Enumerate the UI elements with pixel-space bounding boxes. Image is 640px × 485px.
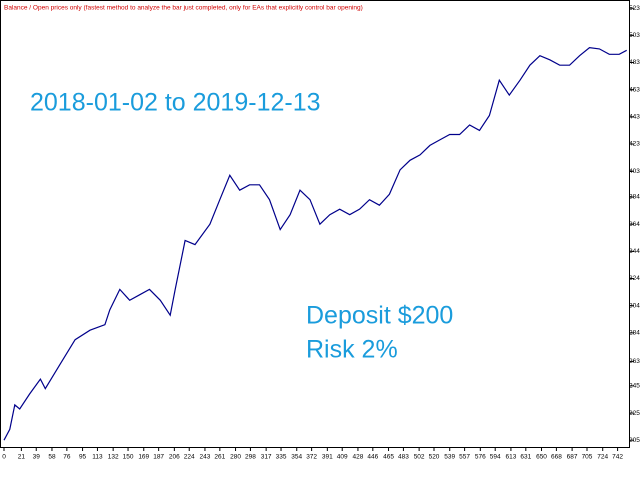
x-tick-label: 668 xyxy=(551,454,562,461)
y-tick-label: 364 xyxy=(629,221,640,228)
x-tick-label: 465 xyxy=(383,454,394,461)
chart-title: Balance / Open prices only (fastest meth… xyxy=(4,5,363,12)
y-tick-label: 205 xyxy=(629,437,640,444)
y-tick-label: 384 xyxy=(629,194,640,201)
x-tick-label: 95 xyxy=(79,454,87,461)
annotation: Risk 2% xyxy=(306,336,398,364)
x-tick-label: 594 xyxy=(490,454,501,461)
x-tick-label: 21 xyxy=(18,454,26,461)
balance-line xyxy=(3,46,627,441)
y-tick-label: 523 xyxy=(629,5,640,12)
x-tick-label: 298 xyxy=(245,454,256,461)
x-tick-label: 391 xyxy=(322,454,333,461)
x-tick-label: 446 xyxy=(367,454,378,461)
x-tick-label: 169 xyxy=(138,454,149,461)
x-tick-label: 576 xyxy=(475,454,486,461)
x-tick-label: 113 xyxy=(92,454,103,461)
x-tick-label: 317 xyxy=(261,454,272,461)
x-tick-label: 58 xyxy=(48,454,56,461)
x-tick-label: 39 xyxy=(33,454,41,461)
x-tick-label: 520 xyxy=(429,454,440,461)
y-tick-label: 263 xyxy=(629,358,640,365)
x-tick-label: 502 xyxy=(414,454,425,461)
x-tick-label: 631 xyxy=(520,454,531,461)
x-tick-label: 132 xyxy=(108,454,119,461)
y-tick-label: 463 xyxy=(629,86,640,93)
x-tick-label: 206 xyxy=(169,454,180,461)
x-tick-label: 224 xyxy=(184,454,195,461)
y-tick-label: 503 xyxy=(629,32,640,39)
x-tick-label: 354 xyxy=(291,454,302,461)
x-tick-label: 261 xyxy=(214,454,225,461)
x-tick-label: 539 xyxy=(444,454,455,461)
x-tick-label: 409 xyxy=(337,454,348,461)
x-tick-label: 372 xyxy=(306,454,317,461)
x-tick-label: 687 xyxy=(567,454,578,461)
x-tick-label: 613 xyxy=(505,454,516,461)
x-tick-label: 335 xyxy=(276,454,287,461)
annotation: 2018-01-02 to 2019-12-13 xyxy=(30,89,321,117)
y-tick-label: 284 xyxy=(629,330,640,337)
x-tick-label: 742 xyxy=(612,454,623,461)
x-tick-label: 187 xyxy=(153,454,164,461)
x-tick-label: 243 xyxy=(200,454,211,461)
x-tick-label: 280 xyxy=(230,454,241,461)
y-tick-label: 443 xyxy=(629,114,640,121)
plot-frame xyxy=(0,0,630,448)
y-tick-label: 423 xyxy=(629,141,640,148)
x-tick-label: 724 xyxy=(597,454,608,461)
x-tick-label: 705 xyxy=(582,454,593,461)
y-tick-label: 324 xyxy=(629,275,640,282)
y-tick-label: 304 xyxy=(629,302,640,309)
x-tick-label: 150 xyxy=(123,454,134,461)
y-tick-label: 483 xyxy=(629,59,640,66)
x-tick-label: 428 xyxy=(353,454,364,461)
x-tick-label: 483 xyxy=(398,454,409,461)
y-tick-label: 245 xyxy=(629,383,640,390)
x-tick-label: 0 xyxy=(2,454,6,461)
y-tick-label: 225 xyxy=(629,410,640,417)
y-tick-label: 403 xyxy=(629,168,640,175)
x-tick-label: 650 xyxy=(536,454,547,461)
annotation: Deposit $200 xyxy=(306,302,453,330)
y-tick-label: 344 xyxy=(629,248,640,255)
x-tick-label: 76 xyxy=(63,454,71,461)
x-tick-label: 557 xyxy=(459,454,470,461)
